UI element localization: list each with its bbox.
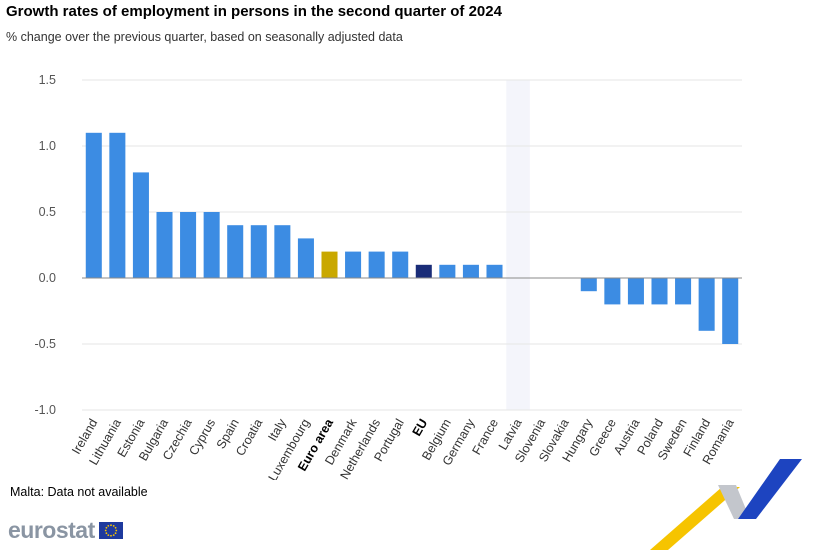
ribbon-gray-shape <box>718 485 750 519</box>
y-tick-label: 1.0 <box>39 139 56 153</box>
bar <box>203 212 220 278</box>
bar <box>675 278 692 305</box>
bar <box>85 132 102 278</box>
x-category-label: EU <box>410 417 431 439</box>
bar <box>627 278 644 305</box>
bar <box>227 225 244 278</box>
bar <box>297 238 314 278</box>
bar <box>392 251 409 278</box>
y-tick-label: 1.5 <box>39 73 56 87</box>
eurostat-logo: eurostat <box>8 517 123 544</box>
highlight-band <box>506 80 530 410</box>
bar <box>722 278 739 344</box>
bar <box>439 264 456 278</box>
bar <box>604 278 621 305</box>
bar <box>368 251 385 278</box>
eu-flag-icon <box>98 522 123 539</box>
y-tick-label: 0.5 <box>39 205 56 219</box>
x-category-label: Italy <box>265 416 289 444</box>
chart-title: Growth rates of employment in persons in… <box>6 3 502 20</box>
y-tick-label: -0.5 <box>34 337 56 351</box>
bar <box>651 278 668 305</box>
footnote: Malta: Data not available <box>10 485 148 499</box>
ribbon-blue-shape <box>738 459 802 519</box>
eurostat-ribbon-decoration <box>650 459 802 550</box>
bar <box>580 278 597 292</box>
bar <box>486 264 503 278</box>
bar <box>250 225 267 278</box>
bar <box>180 212 197 278</box>
bar <box>462 264 479 278</box>
bar <box>321 251 338 278</box>
bar <box>274 225 291 278</box>
y-tick-label: 0.0 <box>39 271 56 285</box>
y-tick-label: -1.0 <box>34 403 56 417</box>
chart-subtitle: % change over the previous quarter, base… <box>6 30 403 44</box>
bar <box>345 251 362 278</box>
bar <box>156 212 173 278</box>
bar <box>132 172 149 278</box>
bar <box>109 132 126 278</box>
bar <box>698 278 715 331</box>
ribbon-yellow-shape <box>650 487 740 550</box>
brand-name: eurostat <box>8 517 95 543</box>
bar-chart: 1.51.00.50.0-0.5-1.0IrelandLithuaniaEsto… <box>34 73 742 480</box>
bar <box>415 264 432 278</box>
